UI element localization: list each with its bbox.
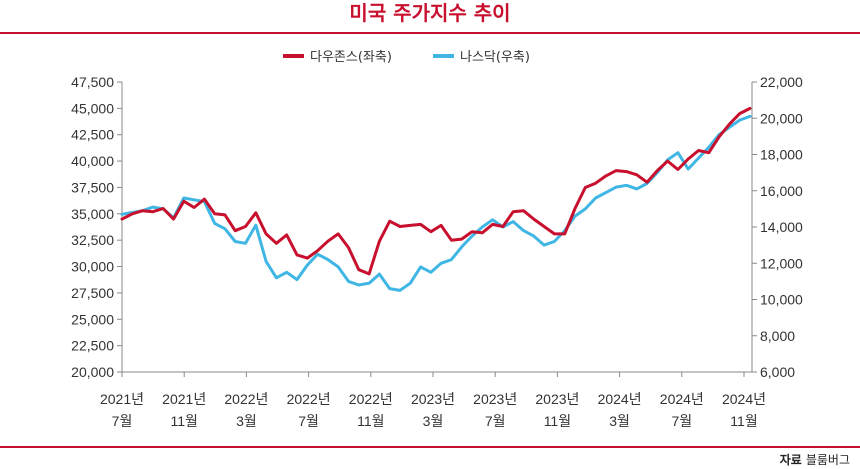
x-tick-month: 3월 <box>423 413 444 429</box>
left-tick-label: 37,500 <box>71 179 114 195</box>
x-tick-month: 7월 <box>112 413 133 429</box>
x-tick-month: 11월 <box>730 413 757 429</box>
axes: 47,500 45,000 42,500 40,000 37,500 35,000 32,5… <box>71 74 803 429</box>
x-tick-year: 2021년 <box>100 391 144 407</box>
x-tick-year: 2022년 <box>224 391 268 407</box>
x-tick-month: 11월 <box>544 413 571 429</box>
right-tick-label: 10,000 <box>760 292 803 308</box>
x-tick-month: 7월 <box>485 413 506 429</box>
nasdaq-series-line <box>120 114 752 292</box>
x-tick-month: 7월 <box>671 413 692 429</box>
right-tick-label: 8,000 <box>760 328 795 344</box>
right-tick-label: 12,000 <box>760 255 803 271</box>
left-tick-label: 22,500 <box>71 338 114 354</box>
left-tick-label: 32,500 <box>71 232 114 248</box>
source-label: 자료 <box>779 453 802 467</box>
x-tick-month: 3월 <box>609 413 630 429</box>
right-tick-label: 14,000 <box>760 219 803 235</box>
source-note: 자료 블룸버그 <box>780 451 850 468</box>
right-tick-label: 22,000 <box>760 74 803 90</box>
left-tick-label: 45,000 <box>71 100 114 116</box>
right-tick-label: 16,000 <box>760 183 803 199</box>
x-tick-year: 2021년 <box>162 391 206 407</box>
left-tick-label: 25,000 <box>71 311 114 327</box>
x-tick-month: 11월 <box>170 413 197 429</box>
x-tick-year: 2022년 <box>349 391 393 407</box>
right-tick-label: 6,000 <box>760 364 795 380</box>
left-tick-label: 27,500 <box>71 285 114 301</box>
right-tick-label: 18,000 <box>760 147 803 163</box>
x-tick-year: 2024년 <box>722 391 766 407</box>
x-tick-year: 2023년 <box>411 391 455 407</box>
x-tick-year: 2023년 <box>535 391 579 407</box>
chart-title: 미국 주가지수 추이 <box>349 1 511 25</box>
top-rule <box>0 32 860 34</box>
x-tick-month: 7월 <box>298 413 319 429</box>
left-tick-label: 30,000 <box>71 259 114 275</box>
x-tick-year: 2024년 <box>660 391 704 407</box>
legend: 다우존스(좌축) 나스닥(우축) <box>283 50 530 65</box>
x-tick-month: 3월 <box>236 413 257 429</box>
legend-dow-label: 다우존스(좌축) <box>310 50 392 65</box>
x-tick-year: 2023년 <box>473 391 517 407</box>
left-tick-label: 47,500 <box>71 74 114 90</box>
series-lines <box>120 106 752 292</box>
legend-nasdaq-label: 나스닥(우축) <box>460 50 530 65</box>
x-tick-year: 2022년 <box>287 391 331 407</box>
right-tick-label: 20,000 <box>760 110 803 126</box>
left-tick-label: 35,000 <box>71 206 114 222</box>
bottom-rule <box>0 446 860 448</box>
dow-series-line <box>120 106 752 276</box>
source-name: 블룸버그 <box>805 453 850 467</box>
left-tick-label: 20,000 <box>71 364 114 380</box>
x-tick-month: 11월 <box>357 413 384 429</box>
left-tick-label: 42,500 <box>71 127 114 143</box>
x-tick-year: 2024년 <box>598 391 642 407</box>
left-tick-label: 40,000 <box>71 153 114 169</box>
